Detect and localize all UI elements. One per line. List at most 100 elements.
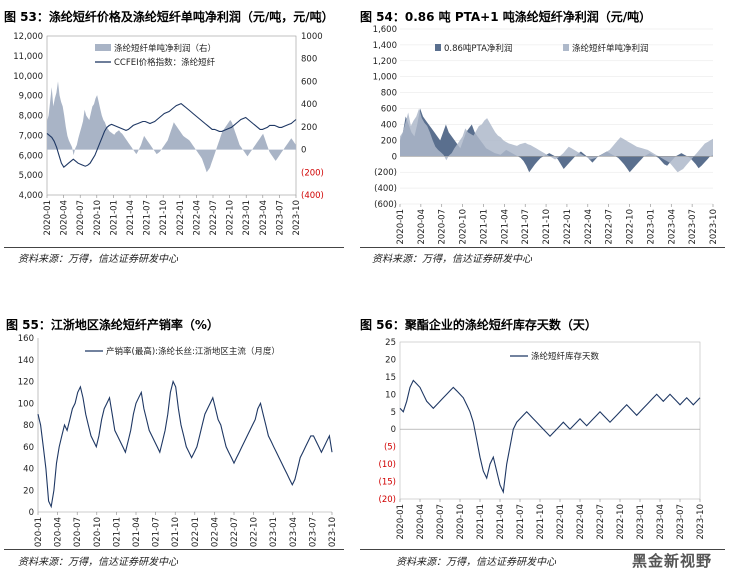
- chart53-xtick-label: 2020-07: [76, 200, 86, 236]
- chart55-xtick-label: 2021-01: [112, 517, 122, 548]
- chart55-ytick-label: 120: [18, 378, 34, 388]
- chart56: 25 20 15 10 5 0 (5) (10) (15) (20)2020-01 2020-04 2…: [379, 338, 706, 540]
- chart53-xtick-label: 2020-04: [60, 200, 70, 236]
- chart54-ytick-label: 1,200: [373, 57, 397, 67]
- chart53-xtick-label: 2022-07: [209, 200, 219, 236]
- chart56-source: 资料来源：万得，信达证券研发中心: [396, 557, 556, 568]
- chart54-xtick-label: 2023-01: [646, 209, 656, 244]
- chart55-ytick-label: 0: [29, 508, 34, 518]
- chart54-xtick-label: 2021-07: [521, 209, 531, 244]
- chart56-xtick-label: 2021-07: [516, 504, 526, 540]
- chart56-xtick-label: 2023-10: [696, 504, 706, 540]
- chart56-legend-label: 涤纶短纤库存天数: [531, 351, 600, 362]
- chart54-xtick-label: 2023-07: [688, 209, 698, 244]
- chart56-ytick-label: (5): [384, 443, 396, 453]
- chart53-xtick-label: 2020-01: [43, 200, 53, 236]
- chart54-xtick-label: 2021-10: [542, 209, 552, 244]
- chart54: 1,600 1,400 1,200 1,000 800 600 400 200 0 (200) (4…: [373, 25, 719, 244]
- chart55-xtick-label: 2023-01: [269, 517, 279, 548]
- chart53-left-ytick-label: 8,000: [19, 112, 43, 122]
- chart56-rule: [360, 549, 725, 550]
- chart55-xtick-label: 2020-04: [54, 517, 64, 548]
- chart55-xtick-label: 2021-10: [171, 517, 181, 548]
- chart55-xtick-label: 2022-04: [210, 517, 220, 548]
- chart54-ytick-label: 0: [392, 152, 397, 162]
- chart56-xtick-label: 2021-10: [536, 504, 546, 540]
- chart56-xtick-label: 2023-01: [636, 504, 646, 540]
- chart54-ytick-label: 1,400: [373, 41, 397, 51]
- chart53-right-ytick-label: (400): [301, 191, 324, 201]
- chart56-xtick-label: 2020-01: [396, 504, 406, 540]
- chart55-ytick-label: 160: [18, 334, 34, 344]
- chart56-xtick-label: 2023-07: [676, 504, 686, 540]
- chart54-legend-swatch-pta: [435, 44, 441, 51]
- chart55-xtick-label: 2022-01: [191, 517, 201, 548]
- chart55-xtick-label: 2020-10: [93, 517, 103, 548]
- chart56-xtick-label: 2023-04: [656, 504, 666, 540]
- chart55-xtick-label: 2020-07: [73, 517, 83, 548]
- chart54-ytick-label: 1,000: [373, 73, 397, 83]
- chart56-xtick-label: 2022-10: [616, 504, 626, 540]
- chart56-xtick-label: 2022-01: [556, 504, 566, 540]
- chart54-xtick-label: 2022-04: [584, 209, 594, 244]
- chart54-xtick-label: 2020-07: [438, 209, 448, 244]
- chart55-ytick-label: 80: [23, 421, 34, 431]
- chart55-xtick-label: 2021-04: [132, 517, 142, 548]
- chart56-ytick-label: 20: [385, 355, 396, 365]
- chart54-ytick-label: 1,600: [373, 25, 397, 35]
- chart53-rule: [4, 247, 344, 248]
- chart53-legend-swatch-area: [95, 44, 111, 51]
- chart55-rule: [4, 549, 344, 550]
- chart53-xtick-label: 2023-10: [292, 200, 302, 236]
- chart55-xtick-label: 2023-10: [328, 517, 338, 548]
- chart56-xtick-label: 2020-07: [436, 504, 446, 540]
- chart53-xtick-label: 2022-04: [192, 200, 202, 236]
- chart55-ytick-label: 20: [23, 486, 34, 496]
- chart53-xtick-label: 2022-10: [226, 200, 236, 236]
- chart54-source: 资料来源：万得，信达证券研发中心: [372, 254, 532, 265]
- chart54-xtick-label: 2022-01: [563, 209, 573, 244]
- chart53-source: 资料来源：万得，信达证券研发中心: [18, 254, 178, 265]
- chart53-right-ytick-label: 0: [301, 146, 306, 156]
- chart53-left-ytick-label: 4,000: [19, 191, 43, 201]
- chart55-xtick-label: 2023-04: [289, 517, 299, 548]
- chart54-rule: [360, 247, 725, 248]
- chart54-xtick-label: 2022-07: [605, 209, 615, 244]
- chart53-left-ytick-label: 6,000: [19, 151, 43, 161]
- chart53-right-ytick-label: 1000: [301, 32, 323, 42]
- chart53-xtick-label: 2022-01: [176, 200, 186, 236]
- chart55-ytick-label: 100: [18, 399, 34, 409]
- chart56-ytick-label: (15): [379, 478, 396, 488]
- chart53-title: 图 53：涤纶短纤价格及涤纶短纤单吨净利润（元/吨，元/吨）: [4, 10, 334, 24]
- chart54-xtick-label: 2021-01: [479, 209, 489, 244]
- chart53-right-ytick-label: 200: [301, 123, 317, 133]
- chart53-series-price-line: [46, 102, 297, 169]
- chart54-xtick-label: 2020-10: [459, 209, 469, 244]
- chart54-ytick-label: (400): [374, 184, 397, 194]
- chart53-right-ytick-label: (200): [301, 168, 324, 178]
- watermark: 黑金新视野: [631, 552, 712, 570]
- chart55-xtick-label: 2023-07: [308, 517, 318, 548]
- chart54-ytick-label: 200: [381, 136, 397, 146]
- chart53-xtick-label: 2020-10: [93, 200, 103, 236]
- chart55-title: 图 55：江浙地区涤纶短纤产销率（%）: [6, 318, 219, 332]
- chart55-xtick-label: 2022-10: [250, 517, 260, 548]
- chart53-xtick-label: 2021-10: [159, 200, 169, 236]
- chart53-left-ytick-label: 5,000: [19, 171, 43, 181]
- chart55-legend-label: 产销率(最高):涤纶长丝:江浙地区主流（月度）: [106, 346, 280, 357]
- chart54-xtick-label: 2023-10: [709, 209, 719, 244]
- chart55-ytick-label: 140: [18, 356, 34, 366]
- chart55-series-line: [37, 379, 333, 509]
- chart54-ytick-label: 400: [381, 120, 397, 130]
- chart54-legend-label-pta: 0.86吨PTA净利润: [444, 43, 512, 54]
- chart54-series-fiber-area: [400, 108, 713, 173]
- chart54-xtick-label: 2022-10: [626, 209, 636, 244]
- chart53-right-ytick-label: 400: [301, 100, 317, 110]
- chart56-ytick-label: 5: [391, 408, 396, 418]
- chart54-title: 图 54：0.86 吨 PTA+1 吨涤纶短纤净利润（元/吨）: [360, 10, 652, 24]
- chart53-left-ytick-label: 9,000: [19, 92, 43, 102]
- chart56-title: 图 56：聚酯企业的涤纶短纤库存天数（天）: [360, 318, 597, 332]
- chart53-right-ytick-label: 600: [301, 77, 317, 87]
- chart53-xtick-label: 2021-01: [109, 200, 119, 236]
